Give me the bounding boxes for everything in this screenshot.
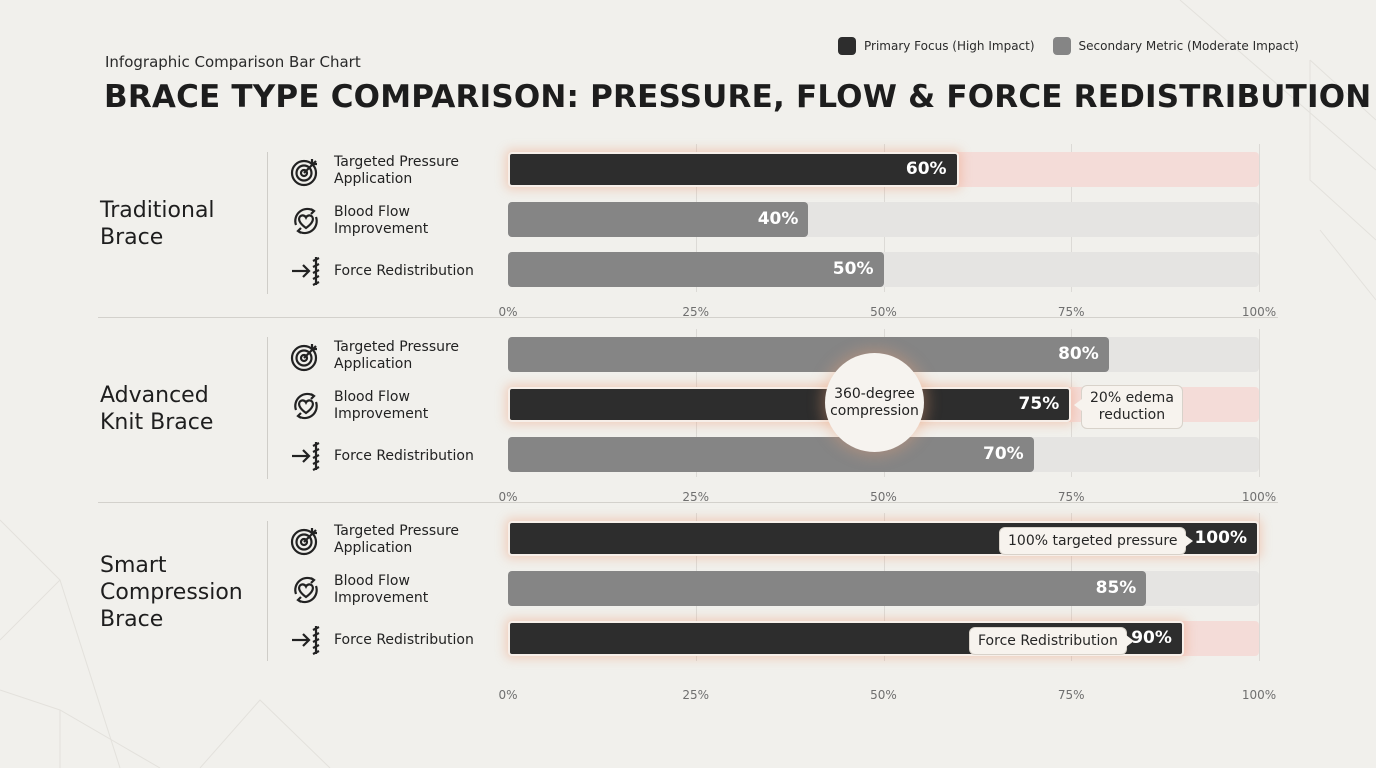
axis-tick-label: 25%: [682, 305, 710, 319]
bar: 70%: [508, 437, 1034, 472]
group-label: Traditional Brace: [100, 198, 215, 250]
group-divider-vertical: [267, 521, 268, 661]
bar-value-label: 60%: [905, 159, 947, 179]
chart-subtitle: Infographic Comparison Bar Chart: [105, 53, 361, 71]
metric-label-row: Blood Flow Improvement: [290, 203, 484, 239]
force-arrow-icon: [290, 255, 322, 287]
axis-tick-label: 0%: [498, 688, 518, 702]
legend-item-secondary: Secondary Metric (Moderate Impact): [1052, 37, 1299, 55]
group-divider-vertical: [267, 152, 268, 294]
target-icon: [290, 155, 322, 187]
metric-label-row: Targeted Pressure Application: [290, 522, 484, 558]
bar-value-label: 70%: [982, 444, 1024, 464]
metric-label-row: Blood Flow Improvement: [290, 388, 484, 424]
metric-label: Force Redistribution: [334, 447, 474, 464]
legend-item-primary: Primary Focus (High Impact): [838, 37, 1035, 55]
metric-label-row: Targeted Pressure Application: [290, 153, 484, 189]
legend: Primary Focus (High Impact) Secondary Me…: [838, 37, 1317, 55]
heart-cycle-icon: [290, 205, 322, 237]
metric-label: Force Redistribution: [334, 262, 474, 279]
chart-title: BRACE TYPE COMPARISON: PRESSURE, FLOW & …: [104, 79, 1372, 115]
annotation-force-redistribution: Force Redistribution: [969, 627, 1134, 655]
metric-label: Blood Flow Improvement: [334, 204, 429, 237]
metric-label-row: Force Redistribution: [290, 622, 484, 658]
axis-tick-label: 75%: [1057, 490, 1085, 504]
gridline: [1259, 144, 1260, 292]
metric-label: Blood Flow Improvement: [334, 573, 429, 606]
metric-label: Targeted Pressure Application: [334, 339, 460, 372]
gridline: [1259, 513, 1260, 661]
annotation-edema: 20% edema reduction: [1074, 385, 1183, 429]
axis-tick-label: 50%: [870, 305, 897, 319]
bar: 50%: [508, 252, 884, 287]
axis-tick-label: 75%: [1057, 305, 1085, 319]
heart-cycle-icon: [290, 574, 322, 606]
group-divider-vertical: [267, 337, 268, 479]
gridline: [1259, 329, 1260, 477]
group-label: Advanced Knit Brace: [100, 383, 214, 435]
bar: 80%: [508, 337, 1109, 372]
axis-tick-label: 100%: [1241, 305, 1277, 319]
target-icon: [290, 340, 322, 372]
axis-tick-label: 0%: [498, 490, 518, 504]
bar: 40%: [508, 202, 809, 237]
legend-swatch-primary: [838, 37, 856, 55]
metric-label-row: Blood Flow Improvement: [290, 572, 484, 608]
axis-tick-label: 50%: [870, 688, 897, 702]
metric-label-row: Force Redistribution: [290, 438, 484, 474]
group-divider-horizontal: [98, 317, 1278, 318]
axis-tick-label: 100%: [1241, 688, 1277, 702]
bar-value-label: 50%: [832, 259, 874, 279]
bar: 75%: [508, 387, 1072, 422]
force-arrow-icon: [290, 440, 322, 472]
group-divider-horizontal: [98, 502, 1278, 503]
bar-value-label: 80%: [1058, 344, 1099, 364]
bar: 60%: [508, 152, 959, 187]
target-icon: [290, 524, 322, 556]
axis-tick-label: 25%: [682, 688, 710, 702]
metric-label-row: Targeted Pressure Application: [290, 338, 484, 374]
bar-value-label: 40%: [757, 209, 799, 229]
metric-label: Targeted Pressure Application: [334, 154, 460, 187]
metric-label: Targeted Pressure Application: [334, 523, 460, 556]
annotation-circle: 360-degree compression: [825, 353, 924, 452]
group-label: Smart Compression Brace: [100, 553, 243, 632]
force-arrow-icon: [290, 624, 322, 656]
legend-label-secondary: Secondary Metric (Moderate Impact): [1078, 39, 1299, 53]
metric-label: Blood Flow Improvement: [334, 389, 429, 422]
bar-value-label: 90%: [1131, 628, 1172, 648]
metric-label-row: Force Redistribution: [290, 253, 484, 289]
heart-cycle-icon: [290, 390, 322, 422]
axis-tick-label: 100%: [1241, 490, 1277, 504]
legend-label-primary: Primary Focus (High Impact): [864, 39, 1035, 53]
axis-tick-label: 50%: [870, 490, 897, 504]
legend-swatch-secondary: [1052, 37, 1071, 55]
bar: 85%: [508, 571, 1147, 606]
annotation-targeted-pressure: 100% targeted pressure: [999, 527, 1194, 555]
metric-label: Force Redistribution: [334, 631, 474, 648]
bar-value-label: 85%: [1095, 578, 1137, 598]
axis-tick-label: 75%: [1057, 688, 1085, 702]
axis-tick-label: 25%: [682, 490, 710, 504]
axis-tick-label: 0%: [498, 305, 518, 319]
bar-value-label: 75%: [1018, 394, 1060, 414]
bar-value-label: 100%: [1194, 528, 1247, 548]
